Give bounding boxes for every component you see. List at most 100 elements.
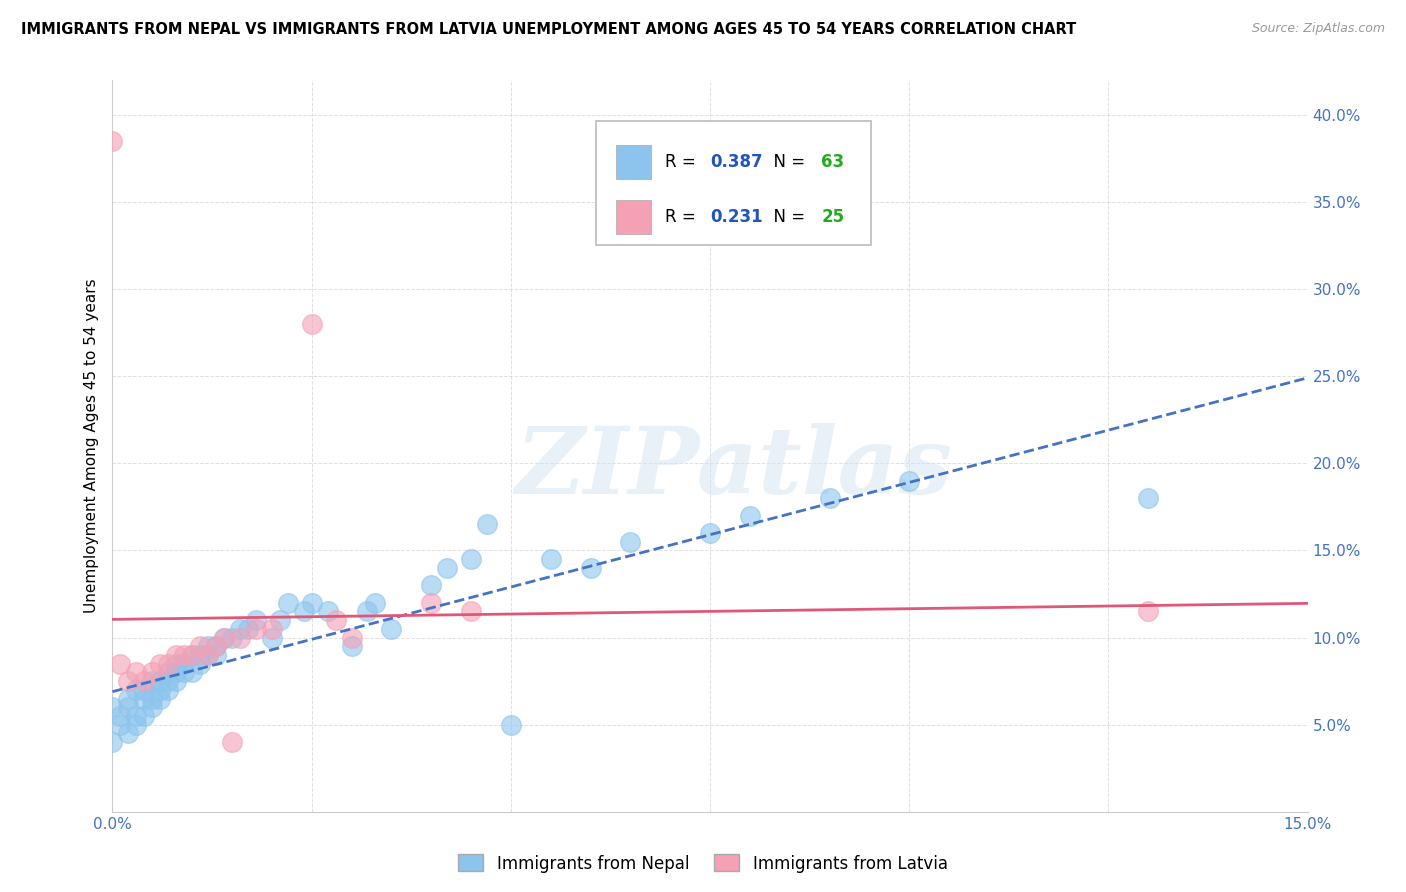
Point [181, 648, 204, 662]
Point [380, 622, 402, 636]
Point [173, 665, 195, 680]
Point [181, 648, 204, 662]
Point [141, 691, 163, 706]
Point [134, 691, 156, 706]
Point [436, 561, 458, 575]
Point [540, 552, 562, 566]
Point [188, 640, 211, 654]
Point [236, 622, 259, 636]
Point [260, 622, 283, 636]
Point [260, 631, 283, 645]
Point [301, 317, 323, 331]
FancyBboxPatch shape [596, 120, 872, 244]
Legend: Immigrants from Nepal, Immigrants from Latvia: Immigrants from Nepal, Immigrants from L… [451, 847, 955, 880]
Text: 63: 63 [821, 153, 844, 171]
Point [125, 717, 148, 731]
Point [1137, 491, 1160, 506]
Point [134, 682, 156, 697]
Point [117, 700, 139, 714]
Point [898, 474, 921, 488]
Point [149, 657, 172, 671]
Point [277, 596, 299, 610]
Point [117, 674, 139, 689]
Point [117, 691, 139, 706]
Point [157, 674, 180, 689]
Point [205, 648, 228, 662]
Point [818, 491, 841, 506]
FancyBboxPatch shape [616, 200, 651, 234]
Point [1137, 604, 1160, 618]
Point [340, 640, 363, 654]
Text: 0.231: 0.231 [710, 208, 762, 227]
Point [205, 640, 228, 654]
Point [188, 657, 211, 671]
Point [212, 631, 235, 645]
Point [173, 657, 195, 671]
Point [364, 596, 387, 610]
Point [149, 674, 172, 689]
Point [356, 604, 378, 618]
Point [165, 657, 187, 671]
FancyBboxPatch shape [616, 145, 651, 179]
Point [188, 648, 211, 662]
Point [229, 622, 252, 636]
Point [110, 709, 132, 723]
Point [149, 691, 172, 706]
Point [117, 726, 139, 740]
Point [579, 561, 602, 575]
Text: R =: R = [665, 153, 700, 171]
Point [301, 596, 323, 610]
Point [157, 665, 180, 680]
Point [101, 735, 124, 749]
Point [420, 578, 443, 592]
Point [699, 526, 721, 541]
Point [197, 640, 219, 654]
Text: N =: N = [762, 153, 810, 171]
Point [157, 657, 180, 671]
Point [165, 674, 187, 689]
Text: R =: R = [665, 208, 700, 227]
Point [165, 648, 187, 662]
Point [197, 648, 219, 662]
Point [125, 682, 148, 697]
Point [460, 604, 482, 618]
Point [181, 665, 204, 680]
Point [245, 622, 267, 636]
Point [475, 517, 498, 532]
Point [110, 657, 132, 671]
Point [316, 604, 339, 618]
Point [619, 534, 641, 549]
Point [134, 674, 156, 689]
Point [173, 648, 195, 662]
Text: Source: ZipAtlas.com: Source: ZipAtlas.com [1251, 22, 1385, 36]
Point [325, 613, 347, 627]
Point [125, 665, 148, 680]
Point [212, 631, 235, 645]
Text: 25: 25 [821, 208, 844, 227]
Point [221, 631, 243, 645]
Point [141, 700, 163, 714]
Point [269, 613, 291, 627]
Point [420, 596, 443, 610]
Text: IMMIGRANTS FROM NEPAL VS IMMIGRANTS FROM LATVIA UNEMPLOYMENT AMONG AGES 45 TO 54: IMMIGRANTS FROM NEPAL VS IMMIGRANTS FROM… [21, 22, 1077, 37]
Point [229, 631, 252, 645]
Point [499, 717, 522, 731]
Point [738, 508, 761, 523]
Point [340, 631, 363, 645]
Point [141, 665, 163, 680]
Point [221, 735, 243, 749]
Point [165, 665, 187, 680]
Point [460, 552, 482, 566]
Point [292, 604, 315, 618]
Point [157, 682, 180, 697]
Point [245, 613, 267, 627]
Text: ZIPatlas: ZIPatlas [516, 423, 952, 513]
Point [197, 648, 219, 662]
Point [101, 134, 124, 148]
Point [134, 709, 156, 723]
Point [125, 709, 148, 723]
Text: 0.387: 0.387 [710, 153, 762, 171]
Y-axis label: Unemployment Among Ages 45 to 54 years: Unemployment Among Ages 45 to 54 years [83, 278, 98, 614]
Text: N =: N = [762, 208, 810, 227]
Point [141, 674, 163, 689]
